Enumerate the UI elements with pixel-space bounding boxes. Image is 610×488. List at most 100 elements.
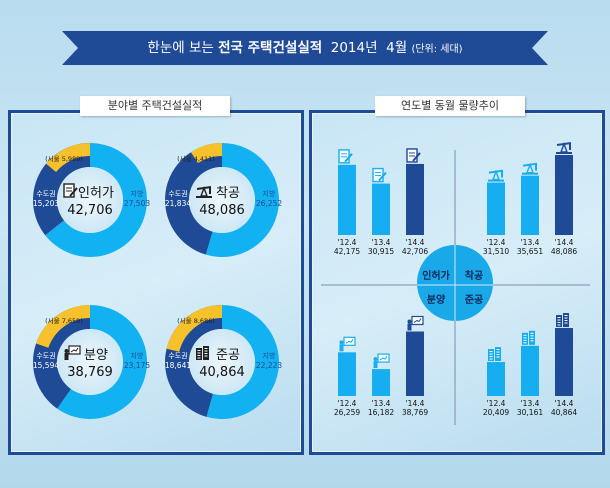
oil-pump-icon <box>522 162 538 175</box>
presenter-board-icon <box>373 353 390 369</box>
label-local-name: 지방 <box>131 189 144 198</box>
buildings-icon <box>522 330 535 345</box>
bar <box>338 164 356 235</box>
bar-category-label: '14.4 <box>406 238 425 247</box>
label-seoul: (서울 8,686) <box>177 316 215 325</box>
donut-total: 38,769 <box>67 365 113 380</box>
label-capital-value: 15,203 <box>33 199 59 208</box>
label-local-value: 22,223 <box>256 361 282 370</box>
bar-chart-1: '12.442,175 '13.430,915 '14.442,706 <box>334 148 428 256</box>
bar-value-label: 31,510 <box>483 247 509 256</box>
bar <box>338 352 356 396</box>
bar-value-label: 48,086 <box>551 247 577 256</box>
label-local-name: 지방 <box>131 351 144 360</box>
bar-value-label: 38,769 <box>402 408 428 417</box>
label-local-value: 26,252 <box>256 199 282 208</box>
bar <box>406 331 424 396</box>
slice-local <box>45 143 147 257</box>
page-title: 한눈에 보는 전국 주택건설실적 2014년 4월 (단위: 세대) <box>62 31 548 65</box>
bar-value-label: 42,706 <box>402 247 428 256</box>
donut-title: 분양 <box>84 348 108 363</box>
bar-value-label: 35,651 <box>517 247 543 256</box>
center-label-permit: 인허가 <box>422 269 450 282</box>
document-pen-icon <box>406 148 421 163</box>
oil-pump-icon <box>488 169 504 182</box>
donut-total: 40,864 <box>199 365 245 380</box>
donut-title: 인허가 <box>78 186 114 201</box>
bar-category-label: '12.4 <box>338 399 357 408</box>
bar <box>372 183 390 235</box>
donut-total: 48,086 <box>199 203 245 218</box>
bar-value-label: 26,259 <box>334 408 360 417</box>
label-local-value: 23,175 <box>124 361 150 370</box>
bar-value-label: 30,161 <box>517 408 543 417</box>
label-seoul: (서울 4,411) <box>177 154 215 163</box>
document-pen-icon <box>338 149 353 164</box>
bar <box>487 362 505 396</box>
bar-category-label: '12.4 <box>338 238 357 247</box>
left-panel-title: 분야별 주택건설실적 <box>80 96 230 116</box>
bar <box>521 345 539 396</box>
label-capital-name: 수도권 <box>168 190 187 198</box>
bar-category-label: '13.4 <box>372 238 391 247</box>
bar-value-label: 30,915 <box>368 247 394 256</box>
bar-chart-3: '12.426,259 '13.416,182 '14.438,769 <box>334 315 428 417</box>
banner-ribbon <box>62 31 548 65</box>
unit-label: (단위: 세대) <box>411 44 463 55</box>
donut-center <box>189 329 255 395</box>
oil-pump-icon <box>556 142 572 154</box>
slice-seoul <box>166 305 222 352</box>
bar-category-label: '12.4 <box>487 238 506 247</box>
slice-local <box>206 305 280 419</box>
slice-capital <box>33 143 90 236</box>
document-pen-icon <box>63 183 78 198</box>
label-seoul: (서울 5,989) <box>45 154 83 163</box>
bar <box>406 163 424 235</box>
bar <box>555 328 573 396</box>
bar <box>555 155 573 235</box>
label-seoul: (서울 7,659) <box>45 316 83 325</box>
center-label-start: 착공 <box>465 269 483 282</box>
label-local-value: 27,503 <box>124 199 150 208</box>
bar-value-label: 20,409 <box>483 408 509 417</box>
donut-title: 착공 <box>216 186 240 201</box>
oil-pump-icon <box>196 186 212 198</box>
bar <box>372 369 390 396</box>
label-capital-value: 21,834 <box>165 199 191 208</box>
title-prefix: 한눈에 보는 <box>147 40 219 56</box>
donut-title: 준공 <box>216 348 240 363</box>
slice-capital <box>164 143 222 255</box>
buildings-icon <box>556 313 569 328</box>
bar-value-label: 40,864 <box>551 408 577 417</box>
bar-category-label: '14.4 <box>555 399 574 408</box>
right-panel-title: 연도별 동월 물량추이 <box>375 96 525 116</box>
title-month: 4월 <box>386 40 408 56</box>
center-label-sale: 분양 <box>427 294 446 306</box>
title-banner: 한눈에 보는 전국 주택건설실적 2014년 4월 (단위: 세대) <box>62 31 548 65</box>
presenter-board-icon <box>64 345 81 360</box>
label-local-name: 지방 <box>263 351 276 360</box>
document-pen-icon <box>372 167 387 183</box>
bar <box>487 182 505 235</box>
buildings-icon <box>196 346 209 360</box>
donut-center <box>189 167 255 233</box>
presenter-board-icon <box>339 336 356 352</box>
bar-chart-2: '12.431,510 '13.435,651 '14.448,086 <box>483 142 577 256</box>
slice-local <box>57 305 147 419</box>
bar-category-label: '13.4 <box>521 399 540 408</box>
slice-seoul <box>36 304 90 348</box>
label-capital-name: 수도권 <box>36 352 55 360</box>
buildings-icon <box>488 347 501 362</box>
bar <box>521 175 539 235</box>
label-capital-name: 수도권 <box>36 190 55 198</box>
bar-category-label: '13.4 <box>521 238 540 247</box>
bar-value-label: 42,175 <box>334 247 360 256</box>
bar-category-label: '13.4 <box>372 399 391 408</box>
